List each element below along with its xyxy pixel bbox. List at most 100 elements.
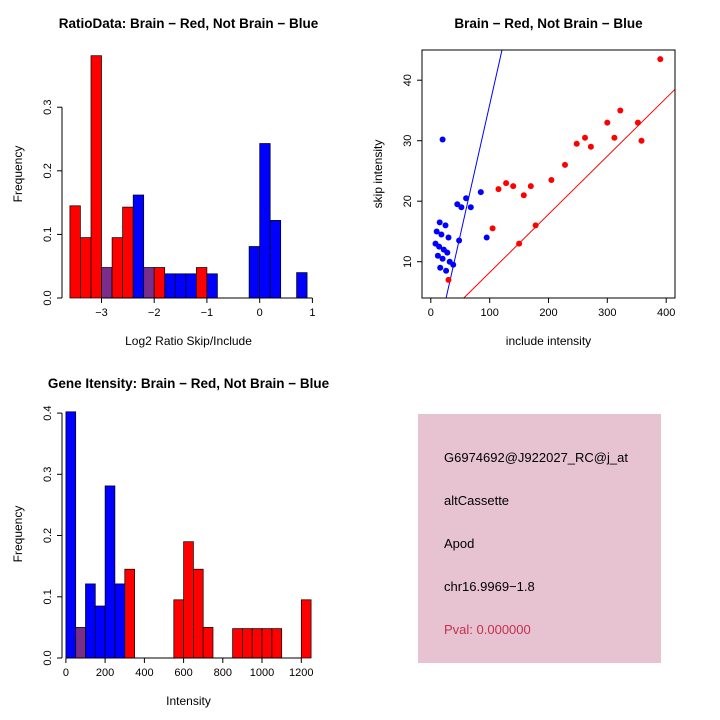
- y-tick-label: 0.1: [42, 227, 54, 242]
- y-tick-label: 0.3: [42, 467, 54, 482]
- x-tick-label: 400: [657, 307, 675, 319]
- scatter-point-not-brain: [436, 219, 443, 226]
- x-tick-label: 1200: [289, 667, 313, 679]
- scatter-point-not-brain: [444, 249, 451, 256]
- x-tick-label: 0: [257, 307, 263, 319]
- scatter-point-not-brain: [438, 231, 445, 238]
- scatter-point-brain: [503, 180, 510, 187]
- histogram-bar-red: [90, 55, 102, 299]
- y-tick-label: 10: [402, 256, 414, 268]
- x-tick-label: 100: [481, 307, 499, 319]
- x-axis-label: Intensity: [166, 694, 211, 708]
- histogram-bar-red: [242, 628, 253, 659]
- x-tick-label: 600: [174, 667, 192, 679]
- x-tick-label: −2: [148, 307, 161, 319]
- histogram-bar-blue: [206, 273, 218, 299]
- histogram-bar-red: [124, 568, 135, 659]
- x-tick-label: 0: [63, 667, 69, 679]
- scatter-point-not-brain: [442, 222, 449, 229]
- histogram-bar-red: [153, 267, 166, 299]
- histogram-bar-red: [173, 599, 184, 659]
- scatter-point-brain: [611, 134, 618, 141]
- scatter-point-brain: [532, 222, 539, 229]
- x-tick-label: 1000: [250, 667, 274, 679]
- scatter-point-not-brain: [450, 261, 457, 268]
- scatter-point-not-brain: [433, 228, 440, 235]
- x-axis-label: Log2 Ratio Skip/Include: [125, 334, 252, 348]
- scatter-point-not-brain: [439, 136, 446, 143]
- x-tick-label: 200: [96, 667, 114, 679]
- scatter-point-not-brain: [477, 189, 484, 196]
- scatter-point-brain: [562, 161, 568, 168]
- scatter-point-brain: [495, 186, 502, 193]
- scatter-point-brain: [527, 183, 534, 190]
- x-tick-label: 400: [135, 667, 153, 679]
- y-tick-label: 0.1: [42, 589, 54, 604]
- histogram-bar-blue: [132, 194, 145, 299]
- gene-intensity-histogram-chart: 0 200 400 600 800 1000 1200 0.0 0.1 0.2 0.3 0.4 Gene…: [11, 376, 330, 708]
- scatter-point-brain: [638, 137, 645, 144]
- ratio-histogram-chart: −3 −2 −1 0 1 0.0 0.1 0.2 0.3 RatioData: Brain − R…: [11, 16, 319, 348]
- pval-text: Pval: 0.000000: [444, 622, 531, 637]
- x-tick-label: 300: [598, 307, 616, 319]
- histogram-bar-blue: [104, 485, 116, 659]
- histogram-bar-blue: [65, 411, 77, 659]
- event-type-text: altCassette: [444, 493, 510, 508]
- scatter-point-brain: [617, 107, 624, 114]
- histogram-bar-red: [251, 628, 263, 659]
- histogram-bar-blue: [164, 273, 176, 299]
- x-tick-label: 1: [309, 307, 315, 319]
- regression-line-red: [463, 88, 676, 299]
- y-tick-label: 0.2: [42, 528, 54, 543]
- histogram-bar-purple: [101, 267, 113, 299]
- histogram-bar-red: [111, 237, 123, 299]
- histogram-bar-red: [80, 237, 92, 299]
- histogram-bar-purple: [75, 627, 86, 659]
- histogram-bar-red: [202, 627, 214, 659]
- scatter-point-not-brain: [443, 267, 450, 274]
- scatter-point-brain: [516, 240, 523, 247]
- histogram-bar-blue: [296, 272, 308, 299]
- scatter-point-brain: [510, 183, 517, 190]
- scatter-point-not-brain: [463, 195, 470, 202]
- y-tick-label: 0.4: [42, 405, 54, 420]
- histogram-bar-red: [183, 541, 194, 659]
- x-tick-label: −1: [201, 307, 214, 319]
- x-tick-label: 800: [214, 667, 232, 679]
- gene-info-panel: G6974692@J922027_RC@j_at altCassette Apo…: [360, 360, 720, 720]
- histogram-bar-red: [271, 628, 283, 659]
- y-axis-label: Frequency: [11, 146, 25, 203]
- histogram-bar-blue: [114, 583, 126, 659]
- histogram-bar-purple: [143, 267, 155, 299]
- scatter-point-brain: [587, 143, 594, 150]
- x-tick-label: 0: [428, 307, 434, 319]
- y-tick-label: 0.0: [42, 290, 54, 305]
- chart-title: RatioData: Brain − Red, Not Brain − Blue: [59, 16, 319, 31]
- y-tick-label: 20: [402, 195, 414, 207]
- histogram-bar-blue: [174, 273, 187, 299]
- scatter-point-brain: [657, 56, 664, 63]
- histogram-bar-red: [69, 205, 81, 299]
- x-tick-label: −3: [95, 307, 108, 319]
- skip-include-scatter-chart: 0 100 200 300 400 10 20 30 40 Brain − Red, Not Br…: [371, 16, 676, 348]
- scatter-point-not-brain: [467, 204, 474, 211]
- scatter-point-not-brain: [437, 264, 444, 271]
- y-tick-label: 30: [402, 135, 414, 147]
- plot-box: [421, 49, 676, 299]
- y-tick-label: 0.0: [42, 650, 54, 665]
- probe-id-text: G6974692@J922027_RC@j_at: [444, 450, 628, 465]
- scatter-point-brain: [445, 276, 452, 283]
- histogram-bar-blue: [248, 246, 260, 299]
- gene-info-box: G6974692@J922027_RC@j_at altCassette Apo…: [418, 414, 661, 663]
- scatter-point-brain: [582, 134, 588, 141]
- scatter-point-not-brain: [456, 237, 463, 244]
- scatter-point-brain: [573, 140, 580, 147]
- histogram-bar-red: [122, 206, 134, 299]
- x-tick-label: 200: [539, 307, 557, 319]
- histogram-bar-red: [300, 599, 312, 659]
- gene-name-text: Apod: [444, 536, 475, 551]
- y-tick-label: 40: [402, 74, 414, 86]
- chart-title: Gene Itensity: Brain − Red, Not Brain − …: [48, 376, 330, 391]
- histogram-bar-blue: [94, 605, 106, 659]
